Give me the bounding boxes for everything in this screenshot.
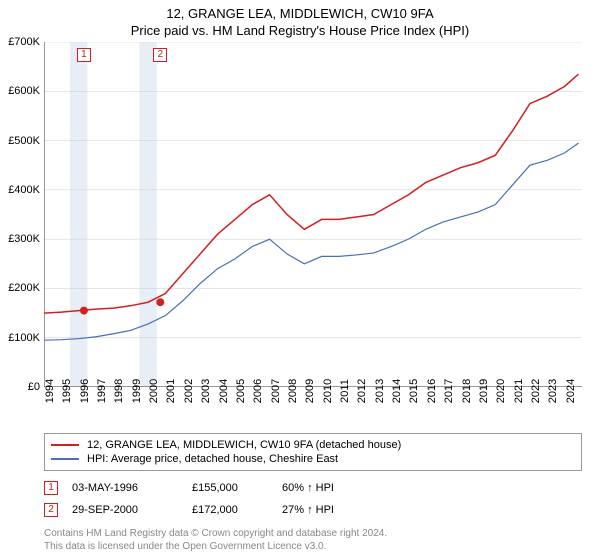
x-tick-label: 2010 xyxy=(322,379,334,403)
event-date: 29-SEP-2000 xyxy=(72,504,192,516)
footer-line2: This data is licensed under the Open Gov… xyxy=(44,540,582,553)
chart-container: 12, GRANGE LEA, MIDDLEWICH, CW10 9FA Pri… xyxy=(0,0,600,560)
y-tick-label: £300K xyxy=(8,233,40,245)
y-axis: £0£100K£200K£300K£400K£500K£600K£700K xyxy=(0,42,42,387)
legend: 12, GRANGE LEA, MIDDLEWICH, CW10 9FA (de… xyxy=(44,433,582,471)
x-tick-label: 1994 xyxy=(44,379,56,403)
legend-label: HPI: Average price, detached house, Ches… xyxy=(87,453,338,465)
y-tick-label: £200K xyxy=(8,282,40,294)
x-tick-label: 2023 xyxy=(547,379,559,403)
event-price: £155,000 xyxy=(192,482,282,494)
x-tick-label: 1996 xyxy=(79,379,91,403)
x-tick-label: 2005 xyxy=(235,379,247,403)
x-tick-label: 2019 xyxy=(478,379,490,403)
x-tick-label: 2013 xyxy=(374,379,386,403)
x-tick-label: 2007 xyxy=(270,379,282,403)
event-delta: 27% ↑ HPI xyxy=(282,504,334,516)
y-tick-label: £700K xyxy=(8,36,40,48)
event-date: 03-MAY-1996 xyxy=(72,482,192,494)
x-axis: 1994199519961997199819992000200120022003… xyxy=(44,387,582,437)
x-tick-label: 2024 xyxy=(565,379,577,403)
sale-marker-2: 2 xyxy=(153,48,167,62)
x-tick-label: 1995 xyxy=(61,379,73,403)
x-tick-label: 2012 xyxy=(356,379,368,403)
x-tick-label: 2017 xyxy=(443,379,455,403)
x-tick-label: 2008 xyxy=(287,379,299,403)
x-tick-label: 2020 xyxy=(495,379,507,403)
x-tick-label: 2021 xyxy=(513,379,525,403)
event-price: £172,000 xyxy=(192,504,282,516)
x-tick-label: 2018 xyxy=(461,379,473,403)
chart-svg xyxy=(44,42,582,387)
y-tick-label: £400K xyxy=(8,184,40,196)
legend-item: 12, GRANGE LEA, MIDDLEWICH, CW10 9FA (de… xyxy=(51,438,575,452)
footer-attribution: Contains HM Land Registry data © Crown c… xyxy=(44,527,582,553)
event-row: 2 29-SEP-2000£172,00027% ↑ HPI xyxy=(44,499,582,521)
sale-marker-1: 1 xyxy=(77,48,91,62)
x-tick-label: 2004 xyxy=(218,379,230,403)
x-tick-label: 2015 xyxy=(408,379,420,403)
plot-area: £0£100K£200K£300K£400K£500K£600K£700K 12 xyxy=(44,42,582,387)
event-marker-box: 1 xyxy=(44,481,58,495)
x-tick-label: 2006 xyxy=(252,379,264,403)
x-tick-label: 2000 xyxy=(148,379,160,403)
legend-swatch xyxy=(51,444,79,446)
y-tick-label: £100K xyxy=(8,332,40,344)
x-tick-label: 1999 xyxy=(131,379,143,403)
x-tick-label: 2016 xyxy=(426,379,438,403)
chart-title: 12, GRANGE LEA, MIDDLEWICH, CW10 9FA xyxy=(0,0,600,21)
x-tick-label: 2022 xyxy=(530,379,542,403)
y-tick-label: £500K xyxy=(8,135,40,147)
x-tick-label: 2009 xyxy=(304,379,316,403)
legend-item: HPI: Average price, detached house, Ches… xyxy=(51,452,575,466)
x-tick-label: 2014 xyxy=(391,379,403,403)
event-row: 1 03-MAY-1996£155,00060% ↑ HPI xyxy=(44,477,582,499)
footer-line1: Contains HM Land Registry data © Crown c… xyxy=(44,527,582,540)
event-table: 1 03-MAY-1996£155,00060% ↑ HPI 2 29-SEP-200… xyxy=(44,477,582,521)
legend-label: 12, GRANGE LEA, MIDDLEWICH, CW10 9FA (de… xyxy=(87,439,401,451)
y-tick-label: £0 xyxy=(28,381,40,393)
x-tick-label: 2011 xyxy=(339,379,351,403)
x-tick-label: 2002 xyxy=(183,379,195,403)
x-tick-label: 2003 xyxy=(200,379,212,403)
event-delta: 60% ↑ HPI xyxy=(282,482,334,494)
chart-subtitle: Price paid vs. HM Land Registry's House … xyxy=(0,21,600,42)
x-tick-label: 1997 xyxy=(96,379,108,403)
event-marker-box: 2 xyxy=(44,503,58,517)
x-tick-label: 2001 xyxy=(165,379,177,403)
y-tick-label: £600K xyxy=(8,85,40,97)
x-tick-label: 1998 xyxy=(113,379,125,403)
legend-swatch xyxy=(51,458,79,460)
